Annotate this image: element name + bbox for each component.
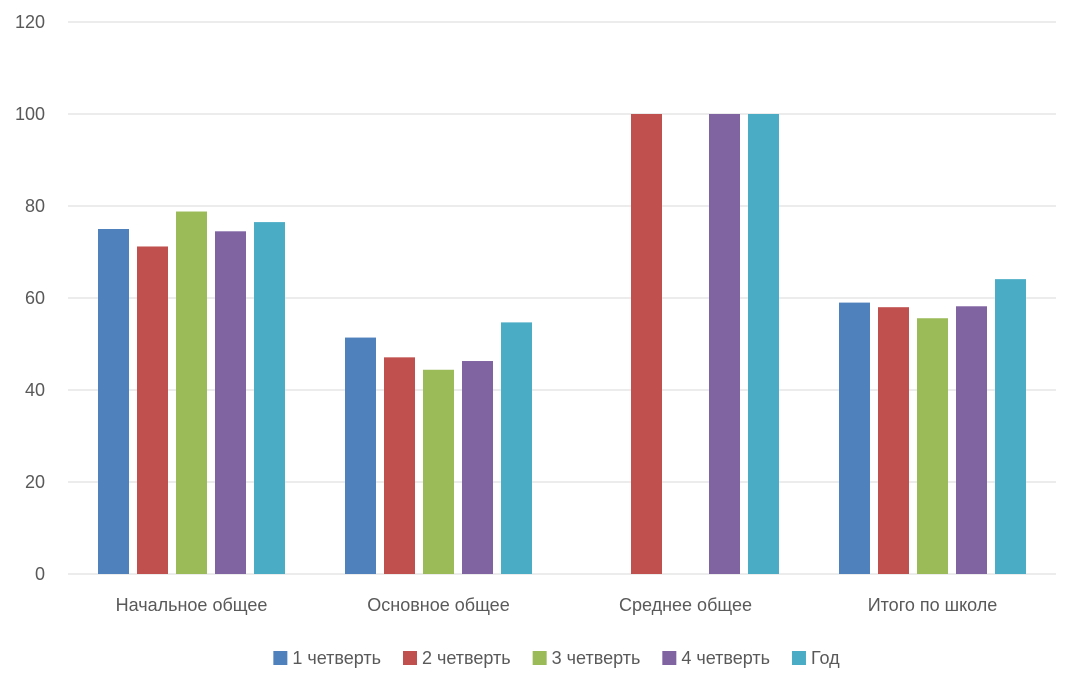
- bar: [917, 318, 948, 574]
- legend-item: 4 четверть: [662, 648, 770, 668]
- bar: [254, 222, 285, 574]
- y-tick-label: 100: [15, 104, 45, 124]
- x-category-label: Среднее общее: [619, 595, 752, 615]
- bar: [215, 231, 246, 575]
- legend-swatch: [791, 651, 806, 665]
- y-tick-label: 0: [35, 564, 45, 584]
- legend-item: 2 четверть: [403, 648, 511, 668]
- bar: [176, 211, 207, 574]
- legend-label: 3 четверть: [552, 648, 641, 668]
- legend-label: Год: [811, 648, 840, 668]
- bar: [748, 114, 779, 574]
- bar: [423, 369, 454, 574]
- bars: [98, 114, 1026, 575]
- bar: [501, 322, 532, 574]
- x-category-label: Основное общее: [367, 595, 509, 615]
- bar: [956, 306, 987, 574]
- legend-item: 1 четверть: [273, 648, 381, 668]
- x-axis-category-labels: Начальное общее Основное общее Среднее общ…: [116, 595, 998, 615]
- legend-item: Год: [791, 648, 840, 668]
- legend-swatch: [403, 651, 418, 665]
- bar: [839, 302, 870, 574]
- legend-items: 1 четверть 2 четверть 3 четверть 4 четверть…: [273, 648, 840, 668]
- x-category-label: Итого по школе: [868, 595, 998, 615]
- y-tick-label: 80: [25, 196, 45, 216]
- bar: [137, 246, 168, 575]
- x-category-label: Начальное общее: [116, 595, 268, 615]
- bar: [709, 114, 740, 574]
- bar: [384, 357, 415, 574]
- legend: 1 четверть 2 четверть 3 четверть 4 четверть…: [273, 648, 840, 668]
- bar: [462, 361, 493, 574]
- bar: [995, 279, 1026, 574]
- legend-swatch: [662, 651, 677, 665]
- bar: [345, 337, 376, 574]
- y-tick-label: 120: [15, 12, 45, 32]
- legend-swatch: [532, 651, 547, 665]
- legend-swatch: [273, 651, 288, 665]
- y-axis-tick-labels: 0 20 40 60 80 100 120: [15, 12, 45, 584]
- bar: [878, 307, 909, 574]
- y-tick-label: 20: [25, 472, 45, 492]
- legend-label: 2 четверть: [422, 648, 511, 668]
- y-tick-label: 40: [25, 380, 45, 400]
- y-tick-label: 60: [25, 288, 45, 308]
- legend-label: 4 четверть: [681, 648, 770, 668]
- legend-label: 1 четверть: [292, 648, 381, 668]
- bar: [631, 114, 662, 574]
- bar: [98, 229, 129, 574]
- legend-item: 3 четверть: [532, 648, 641, 668]
